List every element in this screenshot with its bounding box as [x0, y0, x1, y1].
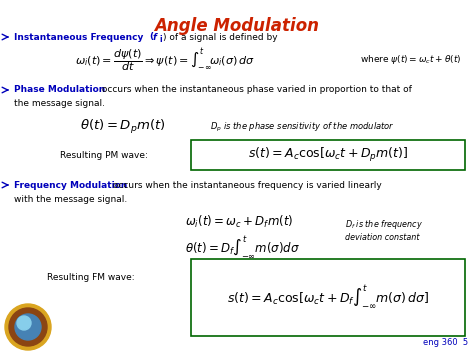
Text: $s(t) = A_c \cos[\omega_c t + D_f \int_{-\infty}^{t} m(\sigma)\, d\sigma]$: $s(t) = A_c \cos[\omega_c t + D_f \int_{…: [227, 284, 429, 310]
Text: ) of a signal is defined by: ) of a signal is defined by: [163, 33, 278, 42]
Text: $s(t) = A_c \cos[\omega_c t + D_p m(t)]$: $s(t) = A_c \cos[\omega_c t + D_p m(t)]$: [248, 146, 408, 164]
Text: where $\psi(t)=\omega_c t+\theta(t)$: where $\psi(t)=\omega_c t+\theta(t)$: [360, 54, 461, 66]
Circle shape: [9, 308, 47, 346]
Text: $D_f$ is the frequency
deviation constant: $D_f$ is the frequency deviation constan…: [345, 218, 423, 242]
Text: $\theta(t) = D_f \int_{-\infty}^{t} m(\sigma)d\sigma$: $\theta(t) = D_f \int_{-\infty}^{t} m(\s…: [185, 234, 300, 260]
Circle shape: [5, 304, 51, 350]
Text: Frequency Modulation: Frequency Modulation: [14, 180, 128, 190]
FancyBboxPatch shape: [191, 259, 465, 336]
Text: Resulting PM wave:: Resulting PM wave:: [60, 151, 148, 159]
Text: the message signal.: the message signal.: [14, 99, 105, 109]
Text: $\omega_i(t) = \dfrac{d\psi(t)}{dt} \Rightarrow \psi(t) = \int_{-\infty}^{t}\!\o: $\omega_i(t) = \dfrac{d\psi(t)}{dt} \Rig…: [75, 46, 255, 74]
Text: eng 360  5: eng 360 5: [423, 338, 468, 347]
FancyBboxPatch shape: [191, 140, 465, 170]
Text: (: (: [149, 33, 153, 42]
Text: occurs when the instantaneous phase varied in proportion to that of: occurs when the instantaneous phase vari…: [99, 86, 412, 94]
Circle shape: [15, 314, 41, 340]
Text: occurs when the instantaneous frequency is varied linearly: occurs when the instantaneous frequency …: [110, 180, 382, 190]
Text: Instantaneous Frequency: Instantaneous Frequency: [14, 33, 146, 42]
Text: $D_p$ is the phase sensitivity of the modulator: $D_p$ is the phase sensitivity of the mo…: [210, 120, 395, 133]
Text: Angle Modulation: Angle Modulation: [155, 17, 319, 35]
Circle shape: [17, 316, 31, 330]
Text: $\omega_i(t) = \omega_c + D_f m(t)$: $\omega_i(t) = \omega_c + D_f m(t)$: [185, 214, 293, 230]
Text: Phase Modulation: Phase Modulation: [14, 86, 105, 94]
Text: Resulting FM wave:: Resulting FM wave:: [47, 273, 135, 282]
Text: $\theta(t) = D_p m(t)$: $\theta(t) = D_p m(t)$: [80, 118, 165, 136]
Text: f: f: [153, 33, 157, 42]
Text: i: i: [159, 36, 162, 44]
Text: with the message signal.: with the message signal.: [14, 195, 127, 203]
